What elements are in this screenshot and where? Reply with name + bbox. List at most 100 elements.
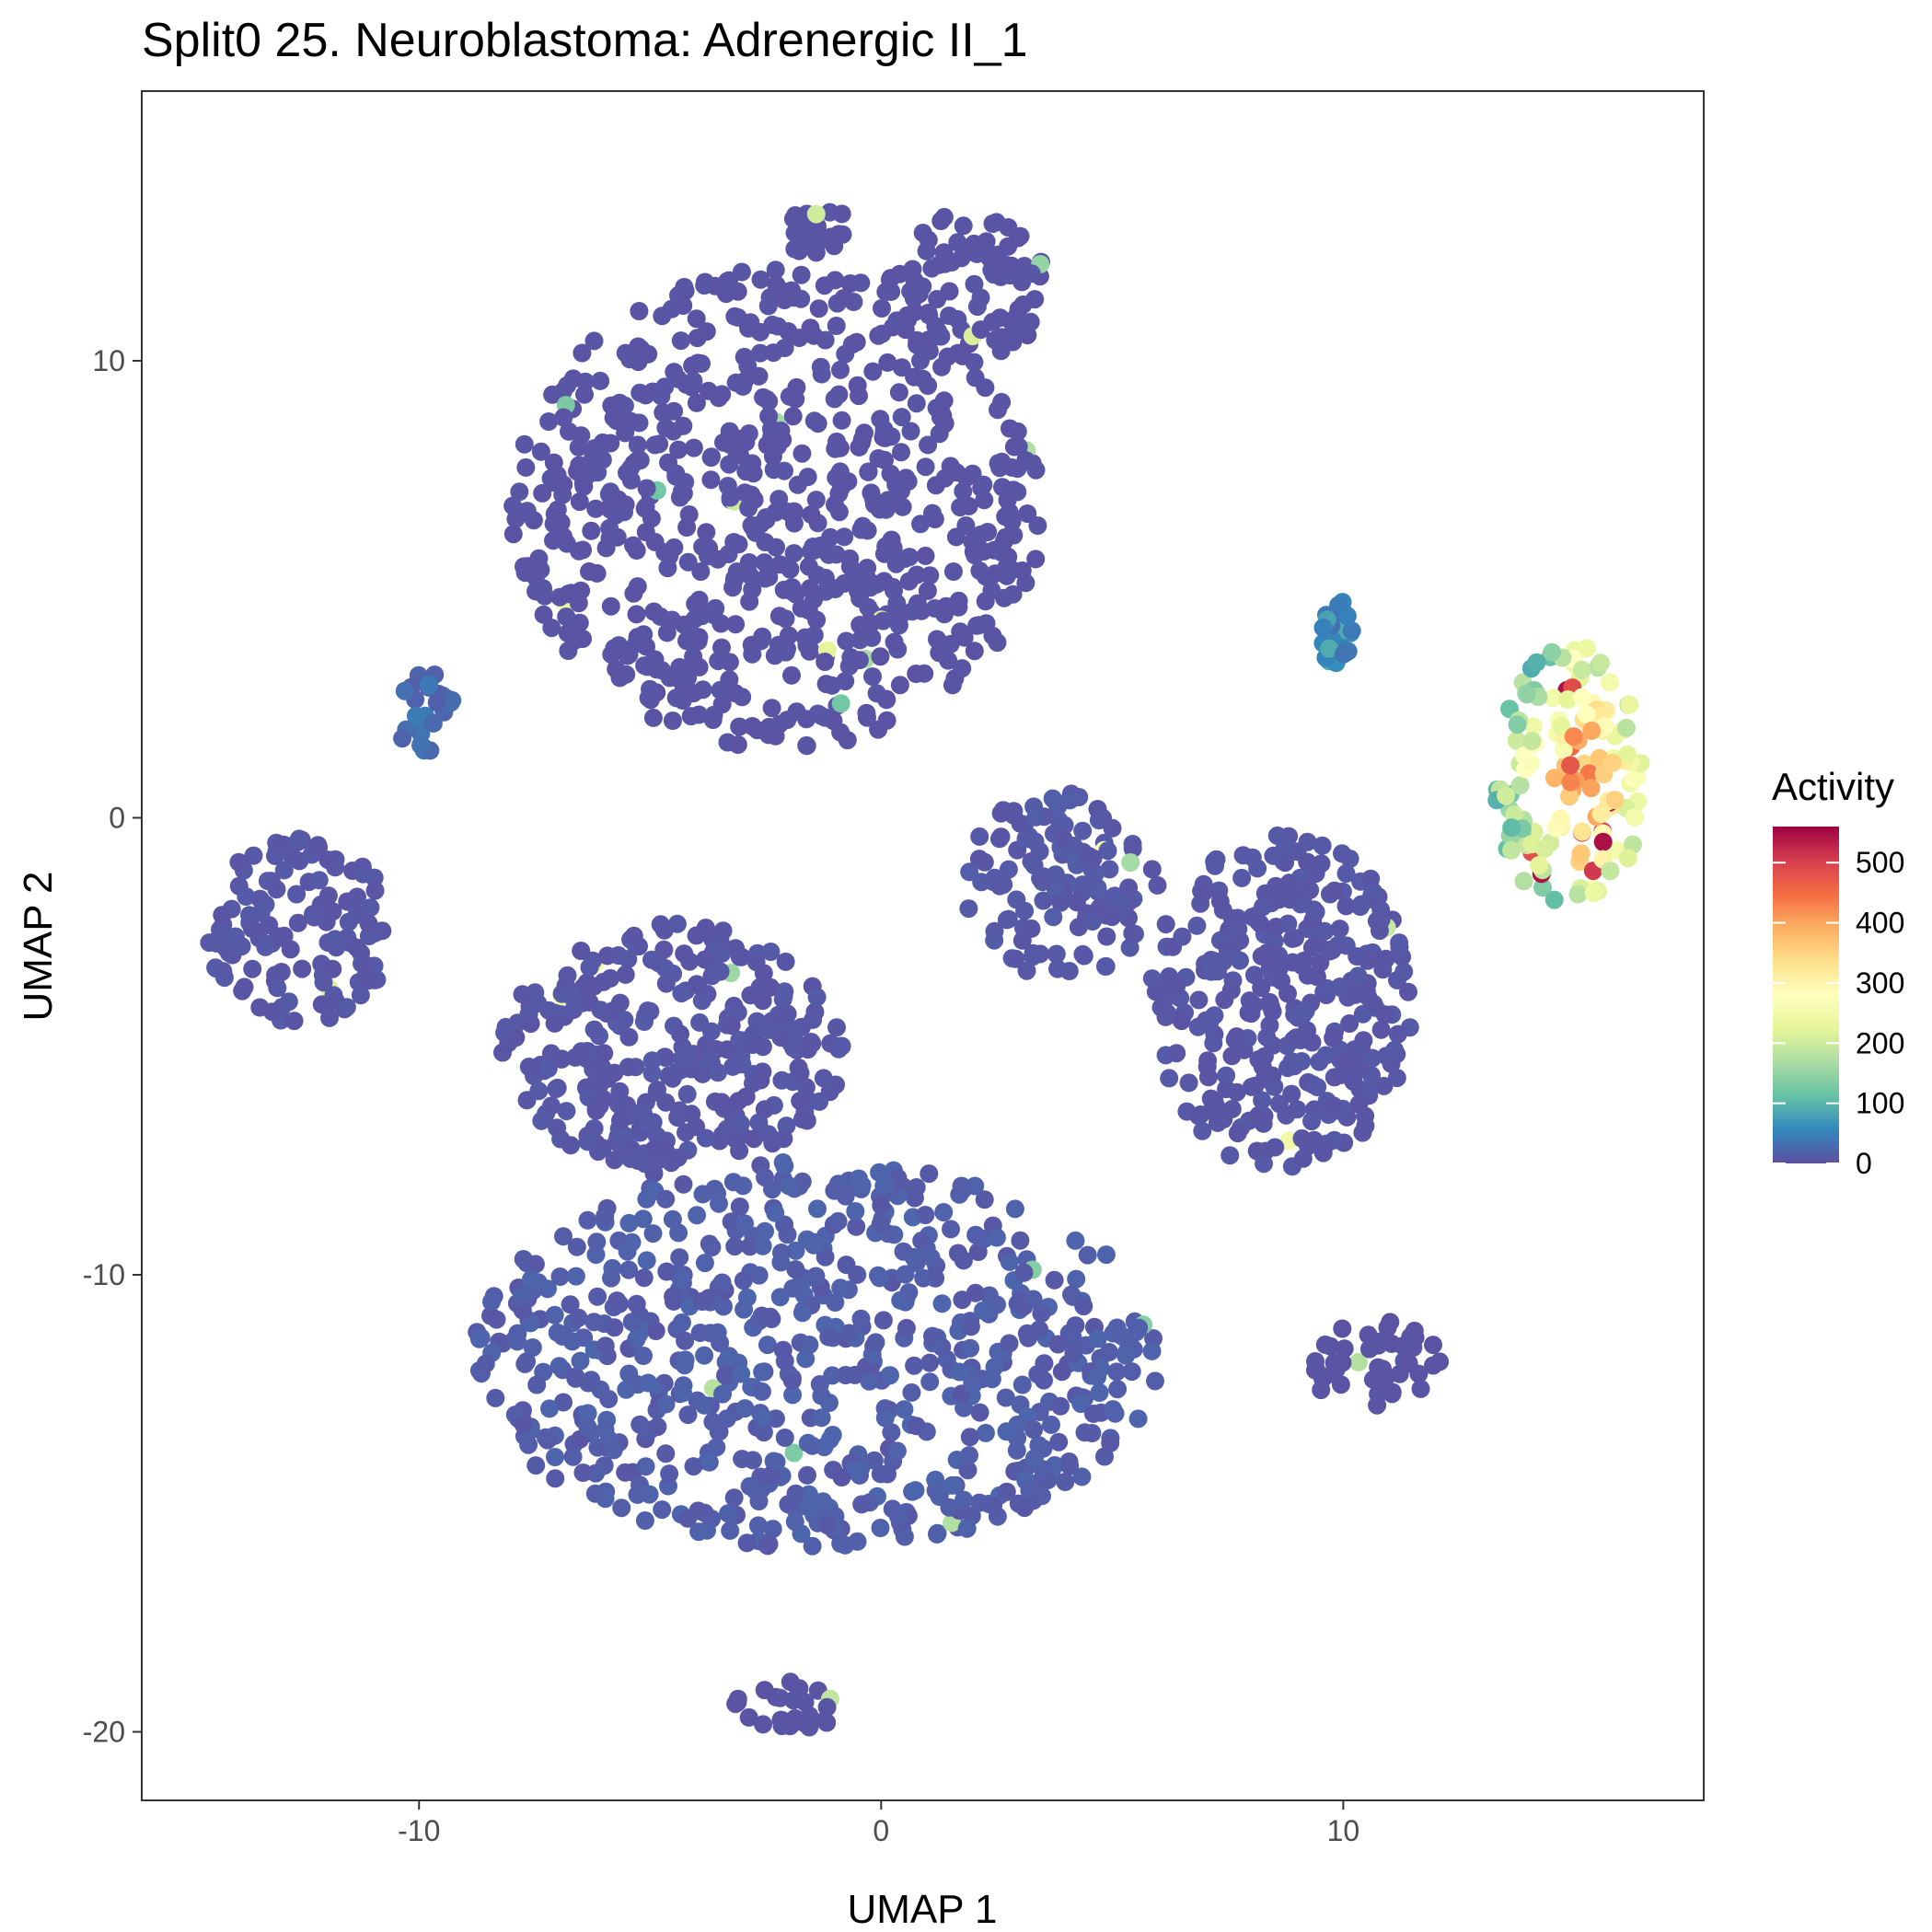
scatter-point: [590, 1096, 609, 1116]
scatter-point: [991, 341, 1011, 361]
scatter-point: [695, 1346, 714, 1365]
scatter-point: [778, 711, 797, 730]
scatter-point: [687, 1117, 706, 1137]
scatter-point: [1579, 764, 1599, 783]
scatter-point: [567, 1237, 586, 1256]
scatter-point: [759, 568, 779, 586]
scatter-point: [798, 1465, 816, 1485]
scatter-point: [1017, 961, 1036, 980]
scatter-point: [646, 1322, 665, 1340]
scatter-point: [636, 523, 655, 542]
scatter-point: [1024, 1420, 1044, 1440]
scatter-point: [756, 1168, 774, 1187]
scatter-point: [709, 1063, 727, 1082]
scatter-point: [513, 985, 532, 1004]
scatter-point: [827, 317, 846, 335]
scatter-point: [721, 488, 740, 507]
scatter-point: [1107, 1362, 1127, 1382]
scatter-point: [969, 850, 989, 869]
scatter-point: [279, 992, 298, 1012]
scatter-point: [726, 1130, 746, 1150]
scatter-point: [776, 642, 795, 662]
scatter-point: [534, 579, 552, 598]
cluster-far-left: [200, 829, 392, 1031]
scatter-point: [1207, 1097, 1226, 1116]
legend-tick-label: 200: [1856, 1026, 1904, 1059]
scatter-point: [786, 206, 804, 225]
scatter-point: [237, 887, 256, 906]
scatter-point: [781, 1672, 800, 1692]
scatter-point: [930, 424, 949, 444]
scatter-point: [1078, 1245, 1097, 1265]
scatter-point: [622, 1313, 642, 1332]
scatter-point: [800, 1718, 819, 1737]
scatter-point: [895, 1527, 914, 1546]
scatter-point: [1024, 943, 1043, 963]
scatter-point: [1129, 1318, 1149, 1337]
scatter-point: [608, 1128, 628, 1147]
scatter-point: [1335, 1339, 1354, 1359]
scatter-point: [899, 572, 919, 591]
scatter-point: [1411, 1379, 1430, 1398]
scatter-point: [1554, 740, 1573, 759]
scatter-point: [752, 1382, 771, 1401]
scatter-point: [1296, 1001, 1315, 1021]
scatter-point: [629, 1151, 648, 1170]
scatter-point: [1198, 1051, 1218, 1070]
scatter-point: [618, 1242, 637, 1261]
scatter-point: [919, 435, 938, 455]
scatter-point: [1187, 916, 1207, 935]
scatter-point: [1246, 906, 1266, 925]
cluster-top-spike: [783, 202, 852, 262]
scatter-point: [1026, 460, 1046, 480]
scatter-point: [616, 965, 635, 984]
scatter-point: [753, 1362, 772, 1382]
scatter-point: [827, 469, 846, 487]
scatter-point: [1359, 1339, 1379, 1359]
scatter-point: [317, 912, 336, 931]
scatter-point: [804, 326, 824, 345]
scatter-point: [733, 688, 752, 707]
scatter-point: [619, 1027, 639, 1047]
scatter-point: [839, 656, 859, 676]
scatter-point: [815, 276, 834, 295]
scatter-point: [707, 1438, 726, 1457]
scatter-point: [605, 1151, 624, 1170]
scatter-point: [791, 1063, 810, 1082]
scatter-point: [615, 396, 634, 415]
scatter-point: [243, 959, 262, 978]
scatter-point: [320, 1008, 339, 1027]
scatter-point: [595, 1044, 614, 1063]
scatter-point: [954, 481, 973, 501]
scatter-point: [1348, 966, 1368, 986]
scatter-point: [619, 950, 638, 968]
scatter-point: [688, 976, 708, 995]
x-axis-label: UMAP 1: [847, 1887, 997, 1932]
scatter-point: [832, 1468, 851, 1487]
scatter-point: [1189, 1106, 1209, 1126]
scatter-point: [1352, 895, 1371, 914]
scatter-point: [767, 538, 785, 557]
cluster-mid-left: [493, 914, 851, 1183]
scatter-point: [1364, 994, 1383, 1013]
scatter-point: [896, 1265, 915, 1284]
scatter-point: [582, 521, 601, 540]
scatter-point: [723, 1057, 743, 1076]
scatter-point: [954, 628, 974, 647]
cluster-top-large: [503, 260, 1047, 756]
scatter-point: [1332, 1065, 1351, 1084]
scatter-point: [875, 1408, 895, 1428]
scatter-point: [1299, 878, 1318, 897]
scatter-point: [604, 1440, 623, 1460]
scatter-point: [653, 307, 672, 326]
plot-border: [141, 90, 1705, 1801]
scatter-point: [743, 644, 762, 664]
scatter-point: [643, 1224, 663, 1244]
scatter-point: [866, 1333, 885, 1352]
scatter-point: [1517, 685, 1536, 704]
scatter-point: [834, 289, 853, 307]
scatter-point: [712, 1273, 732, 1292]
scatter-point: [808, 1199, 827, 1219]
scatter-point: [953, 659, 972, 678]
scatter-point: [1374, 1076, 1394, 1095]
